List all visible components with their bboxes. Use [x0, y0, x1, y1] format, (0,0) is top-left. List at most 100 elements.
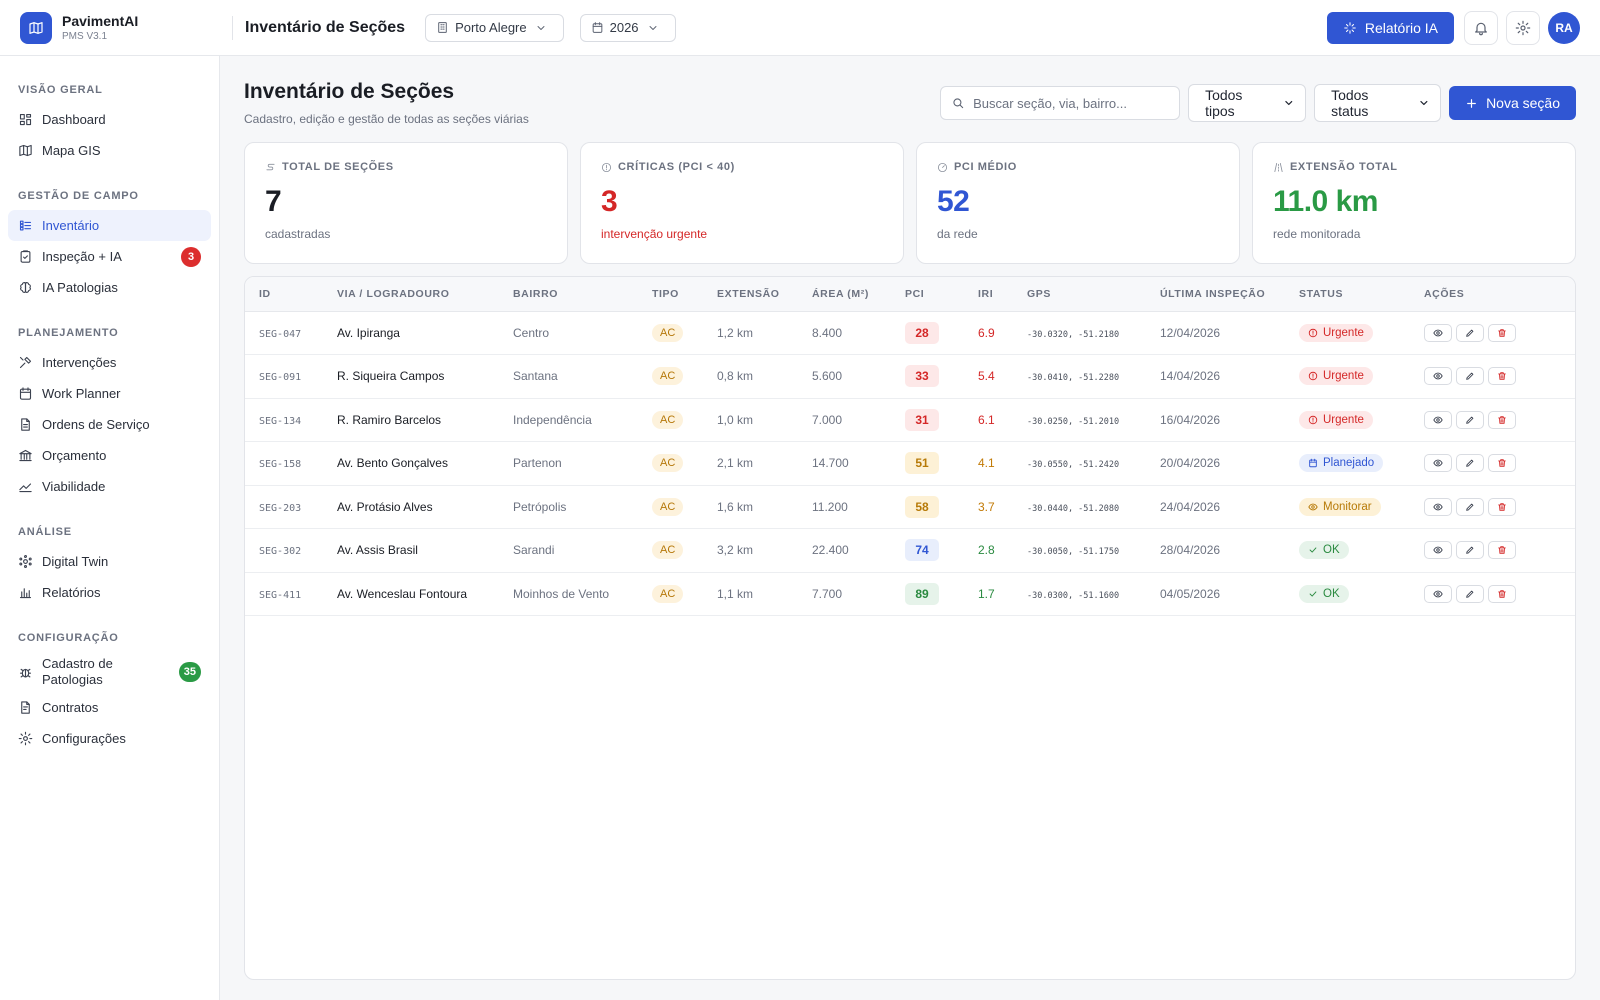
section-id: SEG-203 [259, 502, 302, 514]
notifications-button[interactable] [1464, 11, 1498, 45]
pavement-type-badge: AC [652, 497, 684, 516]
year-selector[interactable]: 2026 [579, 13, 676, 42]
table-row[interactable]: SEG-047 Av. Ipiranga Centro AC 1,2 km 8.400 28… [245, 311, 1575, 355]
pci-badge: 74 [905, 539, 939, 562]
sidebar-item-label: Orçamento [42, 448, 107, 463]
sidebar-item-contratos[interactable]: Contratos [8, 692, 211, 723]
status-label: Urgente [1323, 370, 1364, 383]
edit-button[interactable] [1456, 454, 1484, 473]
sidebar-item-intervencoes[interactable]: Intervenções [8, 347, 211, 378]
section-id: SEG-091 [259, 372, 302, 384]
table-header-row: ID VIA / LOGRADOURO BAIRRO TIPO EXTENSÃO ÁREA… [245, 277, 1575, 312]
search-box[interactable] [940, 86, 1181, 120]
brain-icon [20, 282, 31, 293]
edit-button[interactable] [1456, 323, 1484, 342]
view-button[interactable] [1424, 367, 1452, 386]
search-icon [953, 98, 964, 109]
check-icon [1309, 591, 1317, 597]
sidebar-item-configuracoes[interactable]: Configurações [8, 723, 211, 754]
row-actions [1424, 323, 1575, 342]
edit-button[interactable] [1456, 497, 1484, 516]
sidebar-item-cadastro-de-patologias[interactable]: Cadastro de Patologias 35 [8, 652, 211, 692]
ai-report-button[interactable]: Relatório IA [1326, 12, 1454, 44]
trash-icon [1498, 589, 1506, 598]
user-avatar[interactable]: RA [1548, 12, 1580, 44]
delete-button[interactable] [1488, 323, 1516, 342]
delete-button[interactable] [1488, 367, 1516, 386]
brand[interactable]: PavimentAI PMS V3.1 [0, 0, 220, 55]
topbar-title: Inventário de Seções [245, 18, 406, 36]
check-icon [1309, 547, 1317, 553]
table-row[interactable]: SEG-203 Av. Protásio Alves Petrópolis AC 1,6… [245, 485, 1575, 529]
row-actions [1424, 367, 1575, 386]
table-row[interactable]: SEG-411 Av. Wenceslau Fontoura Moinhos de … [245, 572, 1575, 616]
sidebar-item-orcamento[interactable]: Orçamento [8, 440, 211, 471]
sidebar-item-ia-patologias[interactable]: IA Patologias [8, 272, 211, 303]
status-label: Urgente [1323, 326, 1364, 339]
sidebar-item-viabilidade[interactable]: Viabilidade [8, 471, 211, 502]
search-input[interactable] [973, 95, 1164, 111]
sidebar-item-label: Contratos [42, 700, 99, 715]
status-label: Urgente [1323, 413, 1364, 426]
sidebar-item-mapa-gis[interactable]: Mapa GIS [8, 135, 211, 166]
sidebar-item-label: Intervenções [42, 355, 117, 370]
pavement-type-badge: AC [652, 410, 684, 429]
area-value: 8.400 [812, 325, 843, 340]
edit-button[interactable] [1456, 541, 1484, 560]
view-button[interactable] [1424, 323, 1452, 342]
sidebar-item-digital-twin[interactable]: Digital Twin [8, 546, 211, 577]
pencil-icon [1466, 329, 1474, 337]
iri-value: 6.9 [978, 325, 995, 340]
view-button[interactable] [1424, 497, 1452, 516]
sidebar-section-label: VISÃO GERAL [18, 84, 103, 96]
sidebar-item-relatorios[interactable]: Relatórios [8, 577, 211, 608]
status-badge: Monitorar [1299, 497, 1381, 516]
sidebar: VISÃO GERAL Dashboard Mapa GIS GESTÃO DE… [0, 56, 220, 1000]
stat-card-total: TOTAL DE SEÇÕES 7 cadastradas [244, 142, 568, 264]
eye-icon [1308, 503, 1318, 511]
view-button[interactable] [1424, 541, 1452, 560]
trend-icon [19, 483, 32, 493]
sections-table-card: ID VIA / LOGRADOURO BAIRRO TIPO EXTENSÃO ÁREA… [244, 276, 1576, 980]
pci-badge: 33 [905, 365, 939, 388]
edit-button[interactable] [1456, 367, 1484, 386]
view-button[interactable] [1424, 584, 1452, 603]
table-row[interactable]: SEG-302 Av. Assis Brasil Sarandi AC 3,2 km 22… [245, 528, 1575, 573]
alert-circle-icon [1308, 415, 1318, 424]
calendar-icon [592, 22, 602, 33]
sidebar-item-work-planner[interactable]: Work Planner [8, 378, 211, 409]
length-value: 1,6 km [717, 499, 754, 514]
settings-button[interactable] [1506, 11, 1540, 45]
neighborhood: Centro [513, 325, 550, 340]
delete-button[interactable] [1488, 541, 1516, 560]
view-button[interactable] [1424, 410, 1452, 429]
status-label: Monitorar [1323, 500, 1372, 513]
delete-button[interactable] [1488, 497, 1516, 516]
edit-button[interactable] [1456, 410, 1484, 429]
building-icon [438, 22, 447, 33]
table-row[interactable]: SEG-091 R. Siqueira Campos Santana AC 0,8 km… [245, 354, 1575, 399]
delete-button[interactable] [1488, 410, 1516, 429]
type-filter-select[interactable]: Todos tipos [1188, 84, 1307, 122]
sidebar-item-dashboard[interactable]: Dashboard [8, 104, 211, 135]
sidebar-item-ordens-de-servico[interactable]: Ordens de Serviço [8, 409, 211, 440]
pavement-type-badge: AC [652, 323, 684, 342]
view-button[interactable] [1424, 454, 1452, 473]
pavement-type-badge: AC [652, 584, 684, 603]
length-value: 1,0 km [717, 412, 754, 427]
table-row[interactable]: SEG-134 R. Ramiro Barcelos Independência AC… [245, 398, 1575, 442]
row-actions [1424, 454, 1575, 473]
sidebar-item-inspecao-ia[interactable]: Inspeção + IA 3 [8, 241, 211, 272]
city-selector[interactable]: Porto Alegre [425, 13, 564, 42]
new-section-button[interactable]: Nova seção [1449, 86, 1576, 120]
area-value: 7.000 [812, 412, 843, 427]
edit-button[interactable] [1456, 584, 1484, 603]
delete-button[interactable] [1488, 584, 1516, 603]
delete-button[interactable] [1488, 454, 1516, 473]
status-filter-select[interactable]: Todos status [1314, 84, 1442, 122]
page-subtitle: Cadastro, edição e gestão de todas as se… [244, 112, 529, 126]
last-inspection-date: 14/04/2026 [1160, 369, 1221, 384]
table-row[interactable]: SEG-158 Av. Bento Gonçalves Partenon AC 2,1 … [245, 441, 1575, 486]
sidebar-item-inventario[interactable]: Inventário [8, 210, 211, 241]
neighborhood: Sarandi [513, 543, 555, 558]
